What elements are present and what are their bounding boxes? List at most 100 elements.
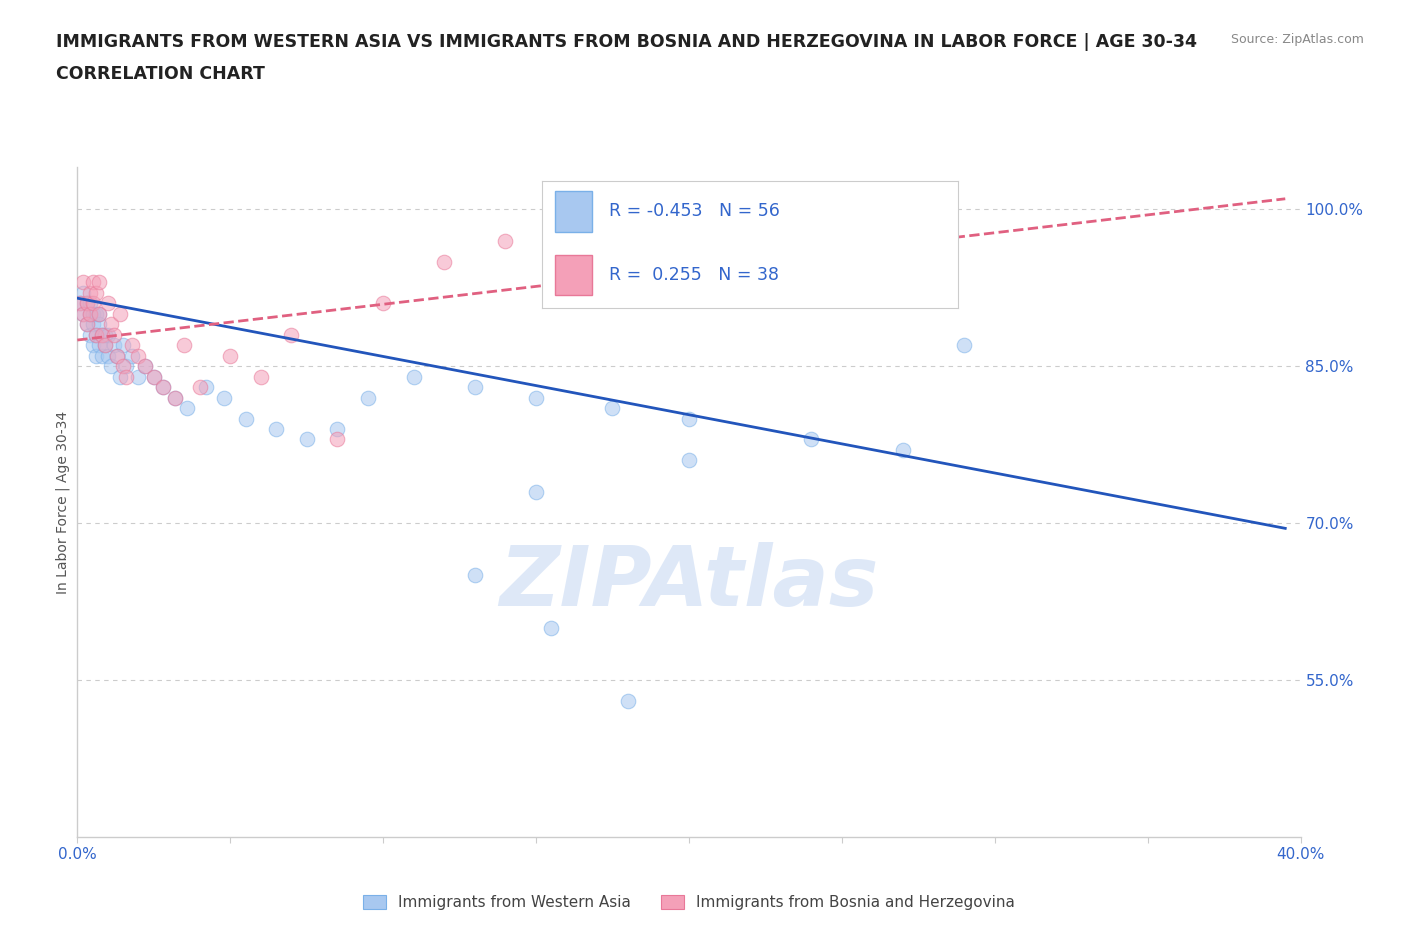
Point <box>82 296 104 311</box>
Point <box>94 338 117 352</box>
Point <box>108 369 131 384</box>
Point <box>280 327 302 342</box>
Point <box>79 307 101 322</box>
Point <box>84 307 107 322</box>
Point <box>495 233 517 248</box>
Point <box>127 369 149 384</box>
Point <box>524 391 547 405</box>
Text: IMMIGRANTS FROM WESTERN ASIA VS IMMIGRANTS FROM BOSNIA AND HERZEGOVINA IN LABOR : IMMIGRANTS FROM WESTERN ASIA VS IMMIGRAN… <box>56 33 1198 50</box>
Point <box>76 296 98 311</box>
Point <box>264 421 287 436</box>
Point <box>555 212 578 227</box>
Point <box>464 379 486 394</box>
Point <box>103 338 125 352</box>
Point <box>219 349 242 364</box>
Point <box>891 443 914 458</box>
Point <box>602 401 624 416</box>
Point <box>97 296 120 311</box>
Point <box>194 379 217 394</box>
Point <box>953 338 976 352</box>
Point <box>90 327 112 342</box>
Y-axis label: In Labor Force | Age 30-34: In Labor Force | Age 30-34 <box>56 411 70 593</box>
Point <box>94 327 117 342</box>
Point <box>84 286 107 300</box>
Point <box>76 296 98 311</box>
Point <box>84 327 107 342</box>
Point <box>800 432 823 447</box>
Point <box>82 275 104 290</box>
Point <box>127 349 149 364</box>
Point <box>121 349 143 364</box>
Point <box>79 307 101 322</box>
Point <box>90 327 112 342</box>
Point <box>326 432 349 447</box>
Point <box>84 327 107 342</box>
Point <box>212 391 235 405</box>
Point <box>82 317 104 332</box>
Point <box>84 349 107 364</box>
Point <box>72 275 94 290</box>
Point <box>678 411 700 426</box>
Point <box>72 307 94 322</box>
Point <box>82 338 104 352</box>
Point <box>433 254 456 269</box>
Point <box>100 359 122 374</box>
Point <box>108 307 131 322</box>
Point <box>371 296 394 311</box>
Point <box>152 379 174 394</box>
Point <box>82 307 104 322</box>
Point <box>115 369 138 384</box>
Point <box>540 620 562 635</box>
Point <box>87 317 110 332</box>
Point <box>112 359 135 374</box>
Point <box>134 359 156 374</box>
Point <box>87 307 110 322</box>
Point <box>134 359 156 374</box>
Point <box>165 391 187 405</box>
Point <box>142 369 165 384</box>
Point <box>115 359 138 374</box>
Point <box>121 338 143 352</box>
Point <box>524 485 547 499</box>
Point <box>142 369 165 384</box>
Point <box>79 327 101 342</box>
Point <box>105 349 128 364</box>
Point <box>105 349 128 364</box>
Point <box>678 453 700 468</box>
Point <box>165 391 187 405</box>
Point <box>188 379 211 394</box>
Point <box>76 317 98 332</box>
Point <box>94 338 117 352</box>
Point <box>72 307 94 322</box>
Point <box>100 317 122 332</box>
Point <box>464 568 486 583</box>
Point <box>87 307 110 322</box>
Point <box>357 391 380 405</box>
Point <box>79 286 101 300</box>
Point <box>97 349 120 364</box>
Legend: Immigrants from Western Asia, Immigrants from Bosnia and Herzegovina: Immigrants from Western Asia, Immigrants… <box>357 889 1021 916</box>
Text: Source: ZipAtlas.com: Source: ZipAtlas.com <box>1230 33 1364 46</box>
Point <box>103 327 125 342</box>
Point <box>76 317 98 332</box>
Point <box>97 327 120 342</box>
Point <box>402 369 425 384</box>
Text: CORRELATION CHART: CORRELATION CHART <box>56 65 266 83</box>
Point <box>90 349 112 364</box>
Point <box>72 286 94 300</box>
Point <box>235 411 257 426</box>
Point <box>87 275 110 290</box>
Point <box>617 694 640 709</box>
Point <box>69 296 91 311</box>
Point <box>87 338 110 352</box>
Point <box>250 369 273 384</box>
Point <box>152 379 174 394</box>
Point <box>173 338 195 352</box>
Point <box>326 421 349 436</box>
Text: ZIPAtlas: ZIPAtlas <box>499 542 879 623</box>
Point <box>112 338 135 352</box>
Point <box>176 401 198 416</box>
Point <box>79 296 101 311</box>
Point <box>295 432 318 447</box>
Point <box>69 296 91 311</box>
